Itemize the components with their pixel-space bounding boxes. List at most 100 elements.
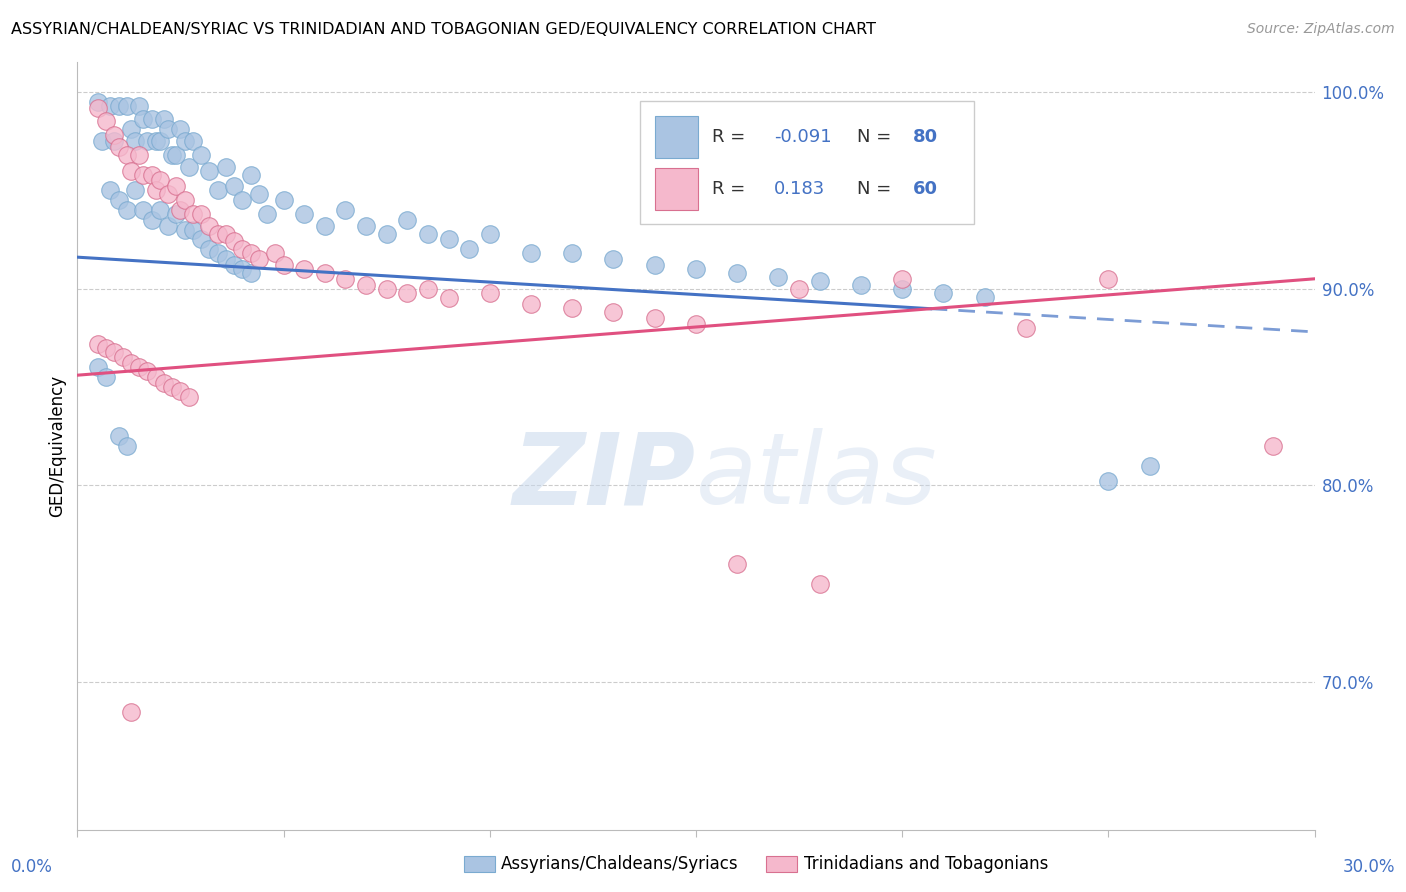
Point xyxy=(111,351,134,365)
Text: ZIP: ZIP xyxy=(513,428,696,525)
Point xyxy=(157,187,180,202)
Point xyxy=(141,212,163,227)
Point xyxy=(165,148,187,162)
Point xyxy=(685,262,707,277)
Point xyxy=(190,232,212,246)
Point xyxy=(375,227,398,241)
Point xyxy=(561,246,583,260)
Point xyxy=(98,183,121,197)
Point xyxy=(222,258,245,272)
Point xyxy=(478,285,501,300)
Point xyxy=(120,163,142,178)
Point xyxy=(207,246,229,260)
Point xyxy=(335,272,357,286)
Point xyxy=(87,95,110,109)
Text: Trinidadians and Tobagonians: Trinidadians and Tobagonians xyxy=(804,855,1049,873)
Point xyxy=(247,252,270,267)
Point xyxy=(169,202,191,217)
Point xyxy=(849,277,872,292)
Point xyxy=(891,272,914,286)
Point xyxy=(103,128,125,143)
Point xyxy=(1097,272,1119,286)
Text: Source: ZipAtlas.com: Source: ZipAtlas.com xyxy=(1247,22,1395,37)
Point xyxy=(932,285,955,300)
Point xyxy=(437,292,460,306)
Point xyxy=(157,219,180,233)
Point xyxy=(231,262,253,277)
Point xyxy=(136,134,159,148)
Point xyxy=(177,390,200,404)
Point xyxy=(215,160,238,174)
Point xyxy=(165,207,187,221)
Point xyxy=(314,219,336,233)
Text: ASSYRIAN/CHALDEAN/SYRIAC VS TRINIDADIAN AND TOBAGONIAN GED/EQUIVALENCY CORRELATI: ASSYRIAN/CHALDEAN/SYRIAC VS TRINIDADIAN … xyxy=(11,22,876,37)
Point xyxy=(157,122,180,136)
Point xyxy=(239,168,262,182)
Point xyxy=(768,269,790,284)
Point xyxy=(124,183,146,197)
Point xyxy=(375,282,398,296)
Point xyxy=(115,148,138,162)
Point xyxy=(215,227,238,241)
Point xyxy=(231,242,253,256)
Point xyxy=(160,148,183,162)
Point xyxy=(141,112,163,127)
Point xyxy=(602,305,624,319)
Point xyxy=(222,179,245,194)
Point xyxy=(153,376,176,390)
Point xyxy=(808,576,831,591)
Point xyxy=(128,99,150,113)
Point xyxy=(141,168,163,182)
Point xyxy=(98,99,121,113)
Point xyxy=(256,207,278,221)
Point xyxy=(725,266,748,280)
Point xyxy=(561,301,583,316)
Text: 30.0%: 30.0% xyxy=(1343,858,1395,876)
Point xyxy=(190,207,212,221)
Point xyxy=(644,311,666,326)
Point xyxy=(725,557,748,571)
Text: Assyrians/Chaldeans/Syriacs: Assyrians/Chaldeans/Syriacs xyxy=(501,855,738,873)
Point xyxy=(808,274,831,288)
Text: R =: R = xyxy=(711,128,751,146)
Point xyxy=(153,112,176,127)
Point xyxy=(91,134,114,148)
Point xyxy=(207,183,229,197)
Point xyxy=(87,336,110,351)
Text: 0.183: 0.183 xyxy=(773,180,825,198)
Point xyxy=(458,242,481,256)
Point xyxy=(87,360,110,375)
Point xyxy=(354,219,377,233)
Point xyxy=(136,364,159,378)
Point xyxy=(207,227,229,241)
Point xyxy=(103,134,125,148)
Point xyxy=(520,297,543,311)
Point xyxy=(215,252,238,267)
Point xyxy=(115,202,138,217)
Point xyxy=(115,99,138,113)
Point xyxy=(165,179,187,194)
Point xyxy=(198,219,221,233)
Point xyxy=(222,235,245,249)
FancyBboxPatch shape xyxy=(640,101,974,224)
Point xyxy=(103,344,125,359)
Point xyxy=(602,252,624,267)
Point xyxy=(145,370,167,384)
Text: 0.0%: 0.0% xyxy=(11,858,53,876)
FancyBboxPatch shape xyxy=(655,168,699,210)
Point xyxy=(145,183,167,197)
Point xyxy=(177,160,200,174)
Point xyxy=(231,193,253,207)
Point xyxy=(190,148,212,162)
Point xyxy=(273,193,295,207)
Point xyxy=(149,134,172,148)
Point xyxy=(354,277,377,292)
Point xyxy=(292,262,315,277)
Point xyxy=(120,122,142,136)
Point xyxy=(107,99,129,113)
Point xyxy=(173,134,195,148)
Point xyxy=(396,285,419,300)
Point xyxy=(1015,321,1038,335)
Text: -0.091: -0.091 xyxy=(773,128,831,146)
Point xyxy=(644,258,666,272)
